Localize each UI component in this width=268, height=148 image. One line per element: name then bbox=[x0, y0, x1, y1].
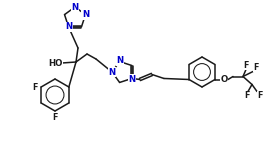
Text: F: F bbox=[253, 63, 259, 72]
Text: F: F bbox=[32, 82, 38, 91]
Text: F: F bbox=[52, 112, 58, 122]
Text: N: N bbox=[109, 67, 116, 77]
Text: F: F bbox=[257, 91, 263, 100]
Text: N: N bbox=[128, 75, 135, 84]
Text: O: O bbox=[220, 75, 228, 84]
Text: HO: HO bbox=[48, 58, 62, 67]
Text: F: F bbox=[243, 61, 249, 70]
Text: F: F bbox=[244, 91, 250, 100]
Text: N: N bbox=[117, 56, 124, 65]
Text: N: N bbox=[82, 10, 89, 19]
Text: N: N bbox=[72, 3, 79, 12]
Text: N: N bbox=[65, 22, 72, 31]
